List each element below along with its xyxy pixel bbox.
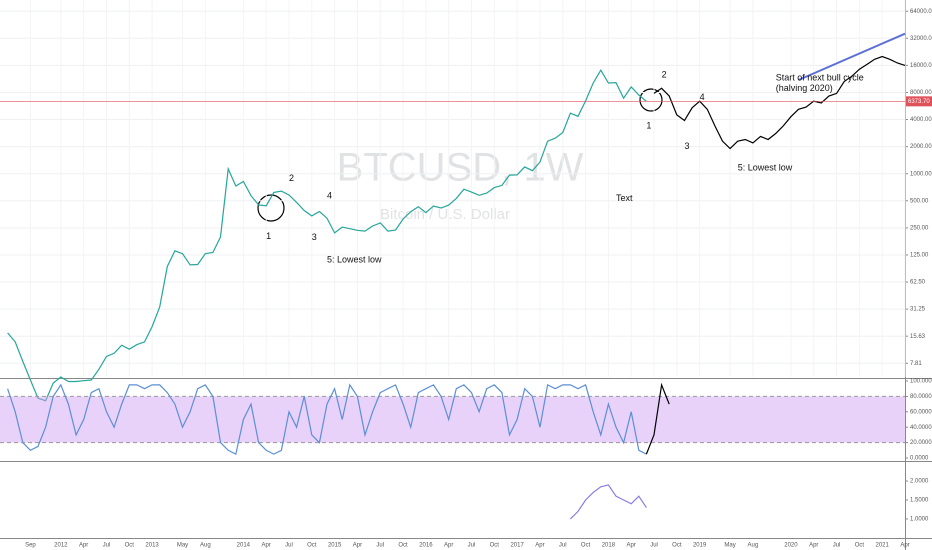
annotation: 5: Lowest low bbox=[738, 163, 793, 173]
x-tick-label: Apr bbox=[535, 543, 544, 549]
y-tick-label: 125.00 bbox=[910, 253, 929, 259]
wave-circle bbox=[639, 88, 663, 112]
price-line bbox=[569, 484, 647, 520]
x-tick-label: 2020 bbox=[784, 543, 798, 549]
y-tick-label: 31.25 bbox=[910, 307, 926, 313]
x-tick-label: 2016 bbox=[419, 543, 433, 549]
last-price-box bbox=[906, 96, 932, 107]
x-tick-label: 2015 bbox=[328, 543, 342, 549]
y-tick-label: 2000.00 bbox=[910, 144, 932, 150]
x-tick-label: Aug bbox=[748, 543, 759, 549]
wave-circle bbox=[257, 194, 285, 222]
x-tick-label: Oct bbox=[307, 543, 317, 549]
x-tick-label: Jul bbox=[650, 543, 658, 549]
y-tick-label: 15.63 bbox=[910, 334, 926, 340]
price-line bbox=[7, 383, 647, 455]
y-tick-label: 32000.00 bbox=[910, 36, 932, 42]
annotation: 5: Lowest low bbox=[327, 254, 382, 264]
x-tick-label: 2019 bbox=[693, 543, 707, 549]
annotation: 2 bbox=[662, 69, 667, 79]
x-tick-label: 2013 bbox=[145, 543, 159, 549]
x-tick-label: Oct bbox=[398, 543, 408, 549]
y-tick-label: 64000.00 bbox=[910, 9, 932, 15]
y-tick-label: 0.0000 bbox=[910, 456, 929, 462]
x-tick-label: Apr bbox=[444, 543, 453, 549]
projection-line bbox=[653, 55, 906, 150]
x-tick-label: Apr bbox=[627, 543, 636, 549]
x-tick-label: May bbox=[177, 543, 188, 549]
x-tick-label: 2017 bbox=[510, 543, 524, 549]
y-tick-label: 1000.00 bbox=[910, 171, 932, 177]
symbol-description: Bitcoin / U.S. Dollar bbox=[380, 206, 510, 223]
x-tick-label: Jul bbox=[559, 543, 567, 549]
y-tick-label: 8000.00 bbox=[910, 90, 932, 96]
trend-line bbox=[798, 32, 906, 81]
x-tick-label: Jul bbox=[285, 543, 293, 549]
y-tick-label: 80.0000 bbox=[910, 394, 932, 400]
annotation: (halving 2020) bbox=[776, 83, 833, 93]
x-tick-label: Oct bbox=[855, 543, 865, 549]
x-tick-label: Apr bbox=[262, 543, 271, 549]
annotation: 3 bbox=[684, 141, 689, 151]
y-tick-label: 62.50 bbox=[910, 280, 926, 286]
projection-line bbox=[645, 382, 670, 455]
x-tick-label: Oct bbox=[672, 543, 682, 549]
annotation: 1 bbox=[646, 120, 651, 130]
annotation: Text bbox=[616, 193, 633, 203]
x-tick-label: Apr bbox=[79, 543, 88, 549]
x-tick-label: Aug bbox=[200, 543, 211, 549]
y-tick-label: 1.0000 bbox=[910, 516, 929, 522]
annotation: Start of next bull cycle bbox=[776, 73, 864, 83]
symbol-watermark: BTCUSD, 1W bbox=[337, 146, 584, 190]
y-tick-label: 2.0000 bbox=[910, 479, 929, 485]
x-tick-label: 2018 bbox=[602, 543, 616, 549]
last-price-label: 6373.70 bbox=[908, 99, 930, 105]
y-tick-label: 16000.00 bbox=[910, 63, 932, 69]
x-tick-label: Apr bbox=[353, 543, 362, 549]
x-tick-label: Jul bbox=[376, 543, 384, 549]
y-tick-label: 60.0000 bbox=[910, 409, 932, 415]
annotation: 4 bbox=[327, 191, 332, 201]
x-tick-label: 2014 bbox=[237, 543, 251, 549]
x-tick-label: Oct bbox=[490, 543, 500, 549]
x-tick-label: Oct bbox=[581, 543, 591, 549]
x-tick-label: Apr bbox=[900, 543, 909, 549]
y-tick-label: 7.81 bbox=[910, 361, 922, 367]
x-tick-label: Jul bbox=[103, 543, 111, 549]
y-tick-label: 1.5000 bbox=[910, 498, 929, 504]
x-tick-label: Oct bbox=[125, 543, 135, 549]
y-tick-label: 4000.00 bbox=[910, 117, 932, 123]
x-tick-label: May bbox=[724, 543, 735, 549]
annotation: 3 bbox=[312, 232, 317, 242]
annotation: 4 bbox=[700, 92, 705, 102]
y-tick-label: 40.0000 bbox=[910, 425, 932, 431]
x-tick-label: 2012 bbox=[54, 543, 68, 549]
x-tick-label: Jul bbox=[833, 543, 841, 549]
x-tick-label: Sep bbox=[25, 543, 36, 549]
annotation: 2 bbox=[289, 173, 294, 183]
y-tick-label: 250.00 bbox=[910, 225, 929, 231]
y-tick-label: 20.0000 bbox=[910, 440, 932, 446]
price-line bbox=[7, 69, 647, 402]
x-tick-label: Jul bbox=[468, 543, 476, 549]
x-tick-label: 2021 bbox=[876, 543, 890, 549]
y-tick-label: 100.0000 bbox=[910, 379, 932, 385]
y-tick-label: 500.00 bbox=[910, 198, 929, 204]
annotation: 1 bbox=[266, 231, 271, 241]
x-tick-label: Apr bbox=[809, 543, 818, 549]
